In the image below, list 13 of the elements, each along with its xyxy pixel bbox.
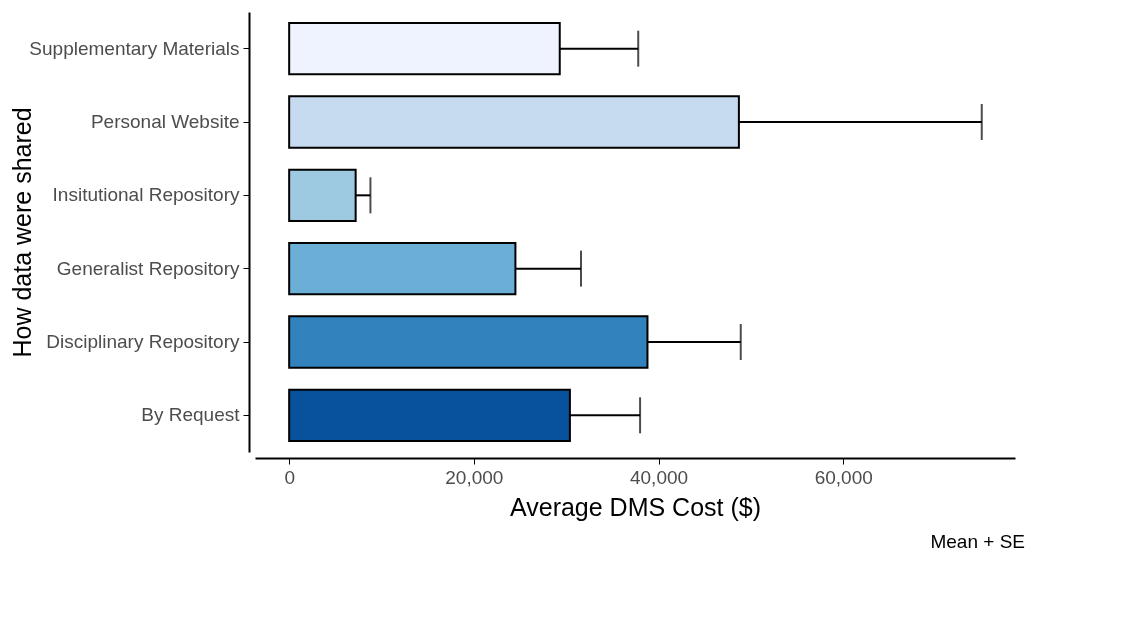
- y-tick-label: Disciplinary Repository: [46, 331, 240, 352]
- x-tick-label: 20,000: [445, 466, 504, 488]
- x-tick-label: 40,000: [629, 466, 689, 488]
- y-tick-label: Personal Website: [90, 111, 240, 132]
- y-tick-label: Supplementary Materials: [29, 37, 240, 59]
- x-tick-label: 0: [284, 466, 295, 488]
- y-tick-label: Insitutional Repository: [52, 184, 240, 206]
- y-axis-title: How data were shared: [7, 107, 36, 358]
- y-tick-label: By Request: [141, 404, 241, 426]
- x-tick-label: 60,000: [814, 466, 873, 488]
- x-axis-title: Average DMS Cost ($): [509, 492, 762, 521]
- text: Mean + SE: [930, 531, 1025, 552]
- y-tick-label: Generalist Repository: [56, 257, 240, 279]
